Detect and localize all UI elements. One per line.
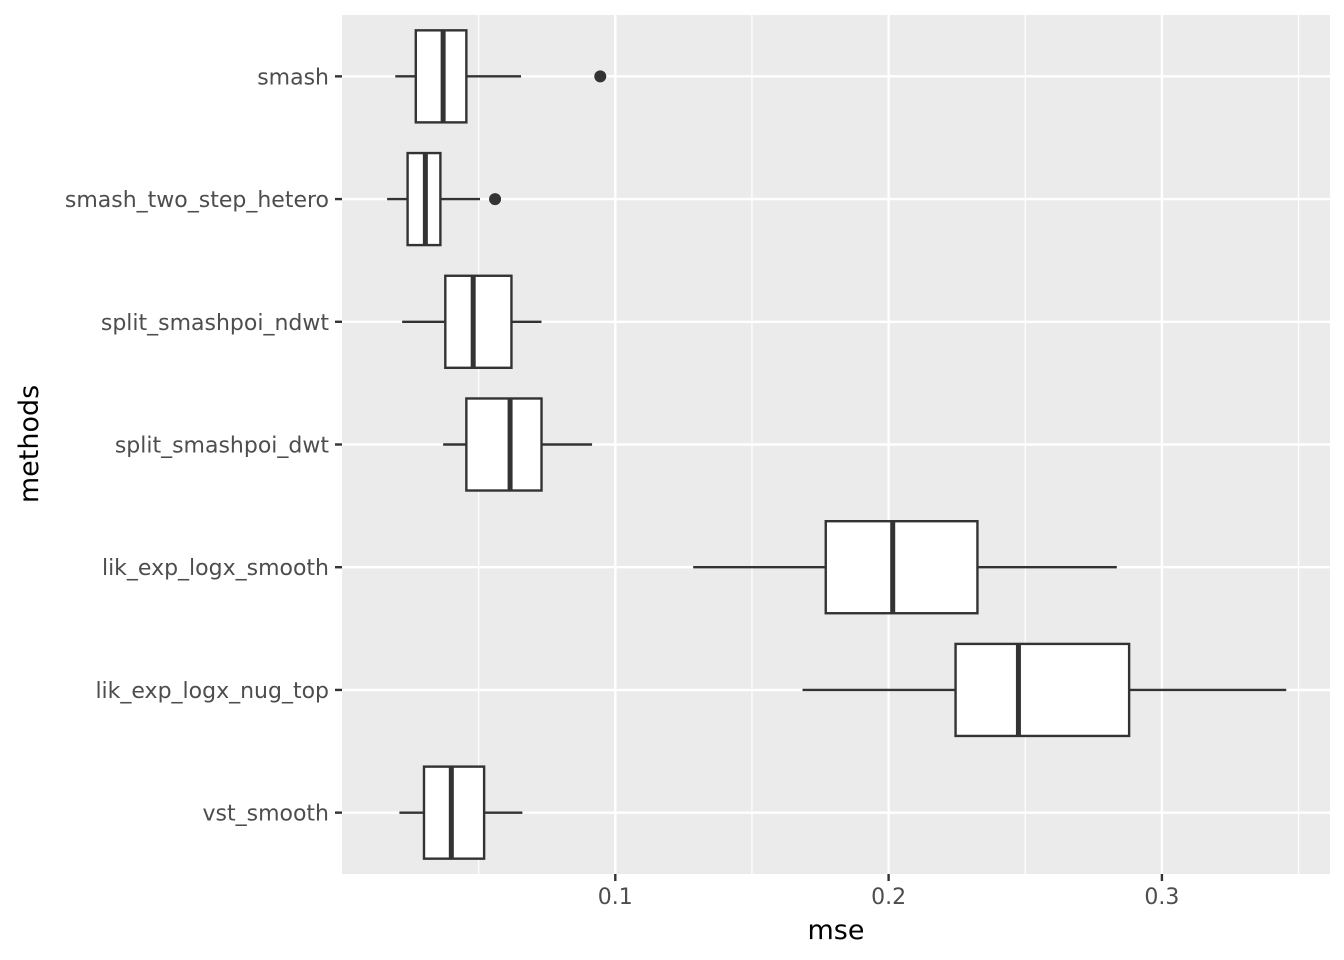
box-series bbox=[387, 29, 1287, 860]
box-vst_smooth bbox=[399, 765, 523, 860]
y-axis: smash smash_two_step_hetero split_smashpoi… bbox=[65, 65, 342, 827]
box-iqr bbox=[422, 765, 486, 860]
box-split_smashpoi_dwt bbox=[443, 397, 593, 492]
x-axis: 0.1 0.2 0.3 bbox=[598, 874, 1179, 910]
y-tick-label: smash bbox=[257, 65, 329, 90]
box-iqr bbox=[465, 397, 543, 492]
y-tick-label: lik_exp_logx_smooth bbox=[102, 556, 329, 581]
box-smash bbox=[395, 29, 607, 124]
y-tick-label: lik_exp_logx_nug_top bbox=[95, 679, 329, 704]
x-axis-title: mse bbox=[808, 915, 865, 946]
y-tick-label: split_smashpoi_ndwt bbox=[101, 311, 329, 336]
box-iqr bbox=[444, 274, 513, 370]
outlier-point bbox=[594, 70, 607, 83]
box-smash_two_step_hetero bbox=[387, 151, 502, 247]
box-lik_exp_logx_smooth bbox=[693, 519, 1117, 615]
y-tick-label: split_smashpoi_dwt bbox=[115, 434, 330, 459]
y-axis-title: methods bbox=[14, 385, 45, 503]
outlier-point bbox=[489, 193, 502, 206]
box-split_smashpoi_ndwt bbox=[402, 274, 542, 370]
x-tick-label: 0.1 bbox=[598, 885, 633, 910]
box-iqr bbox=[954, 642, 1131, 738]
x-tick-label: 0.3 bbox=[1144, 885, 1179, 910]
y-tick-label: smash_two_step_hetero bbox=[65, 188, 329, 213]
y-tick-label: vst_smooth bbox=[203, 802, 330, 827]
x-tick-label: 0.2 bbox=[871, 885, 906, 910]
box-lik_exp_logx_nug_top bbox=[802, 642, 1287, 738]
box-iqr bbox=[824, 519, 979, 615]
